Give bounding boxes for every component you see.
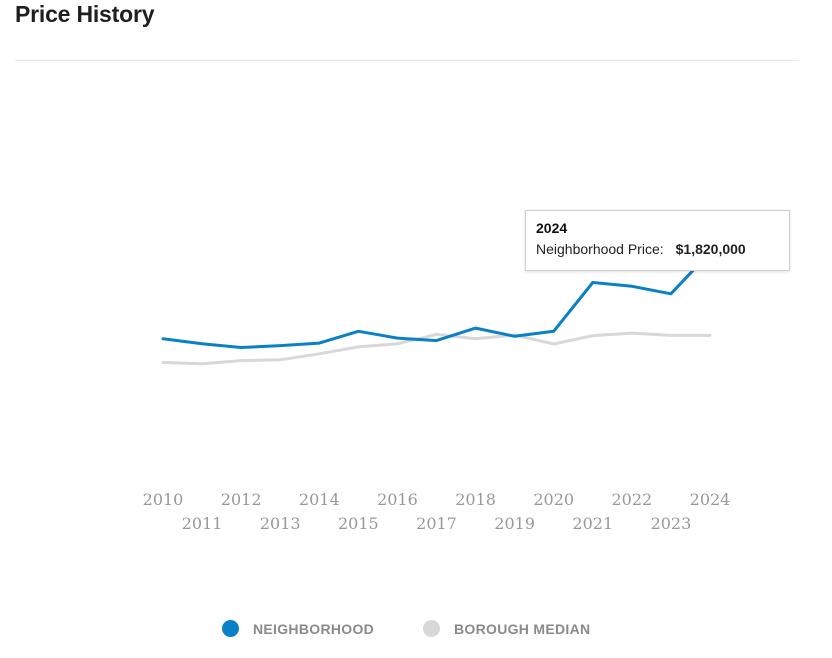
x-tick-label-2023: 2023 bbox=[651, 514, 692, 533]
x-tick-label-2015: 2015 bbox=[338, 514, 379, 533]
x-axis: 2010 2011 2012 2013 2014 2015 2016 2017 2018 2019… bbox=[143, 490, 731, 533]
x-tick-label-2014: 2014 bbox=[299, 490, 340, 509]
series-line-borough-median bbox=[161, 331, 712, 366]
legend-dot-neighborhood bbox=[222, 620, 239, 637]
title-divider bbox=[15, 60, 799, 61]
tooltip-year: 2024 bbox=[536, 220, 568, 236]
price-history-chart: 2010 2011 2012 2013 2014 2015 2016 2017 2018 2019… bbox=[143, 210, 790, 533]
x-tick-label-2017: 2017 bbox=[416, 514, 457, 533]
tooltip-label: Neighborhood Price: bbox=[536, 241, 664, 257]
x-tick-label-2012: 2012 bbox=[221, 490, 262, 509]
chart-tooltip: 2024 Neighborhood Price: $1,820,000 bbox=[525, 210, 790, 271]
legend-label-neighborhood: NEIGHBORHOOD bbox=[253, 620, 375, 637]
legend-label-borough-median: BOROUGH MEDIAN bbox=[454, 620, 591, 637]
x-tick-label-2018: 2018 bbox=[455, 490, 496, 509]
x-tick-label-2020: 2020 bbox=[533, 490, 574, 509]
x-tick-label-2022: 2022 bbox=[611, 490, 652, 509]
x-tick-label-2010: 2010 bbox=[143, 490, 184, 509]
x-tick-label-2021: 2021 bbox=[572, 514, 613, 533]
x-tick-label-2013: 2013 bbox=[260, 514, 301, 533]
legend-item-neighborhood[interactable]: NEIGHBORHOOD bbox=[222, 620, 374, 637]
legend-dot-borough-median bbox=[423, 620, 440, 637]
tooltip-row: Neighborhood Price: $1,820,000 bbox=[536, 241, 779, 257]
page-title: Price History bbox=[15, 1, 155, 27]
x-tick-label-2024: 2024 bbox=[690, 490, 731, 509]
x-tick-label-2019: 2019 bbox=[494, 514, 535, 533]
legend-item-borough-median[interactable]: BOROUGH MEDIAN bbox=[423, 620, 590, 637]
tooltip-value: $1,820,000 bbox=[675, 241, 746, 257]
x-tick-label-2016: 2016 bbox=[377, 490, 418, 509]
x-tick-label-2011: 2011 bbox=[182, 514, 223, 533]
series-line-neighborhood bbox=[161, 251, 712, 349]
chart-legend: NEIGHBORHOOD BOROUGH MEDIAN bbox=[0, 620, 832, 644]
